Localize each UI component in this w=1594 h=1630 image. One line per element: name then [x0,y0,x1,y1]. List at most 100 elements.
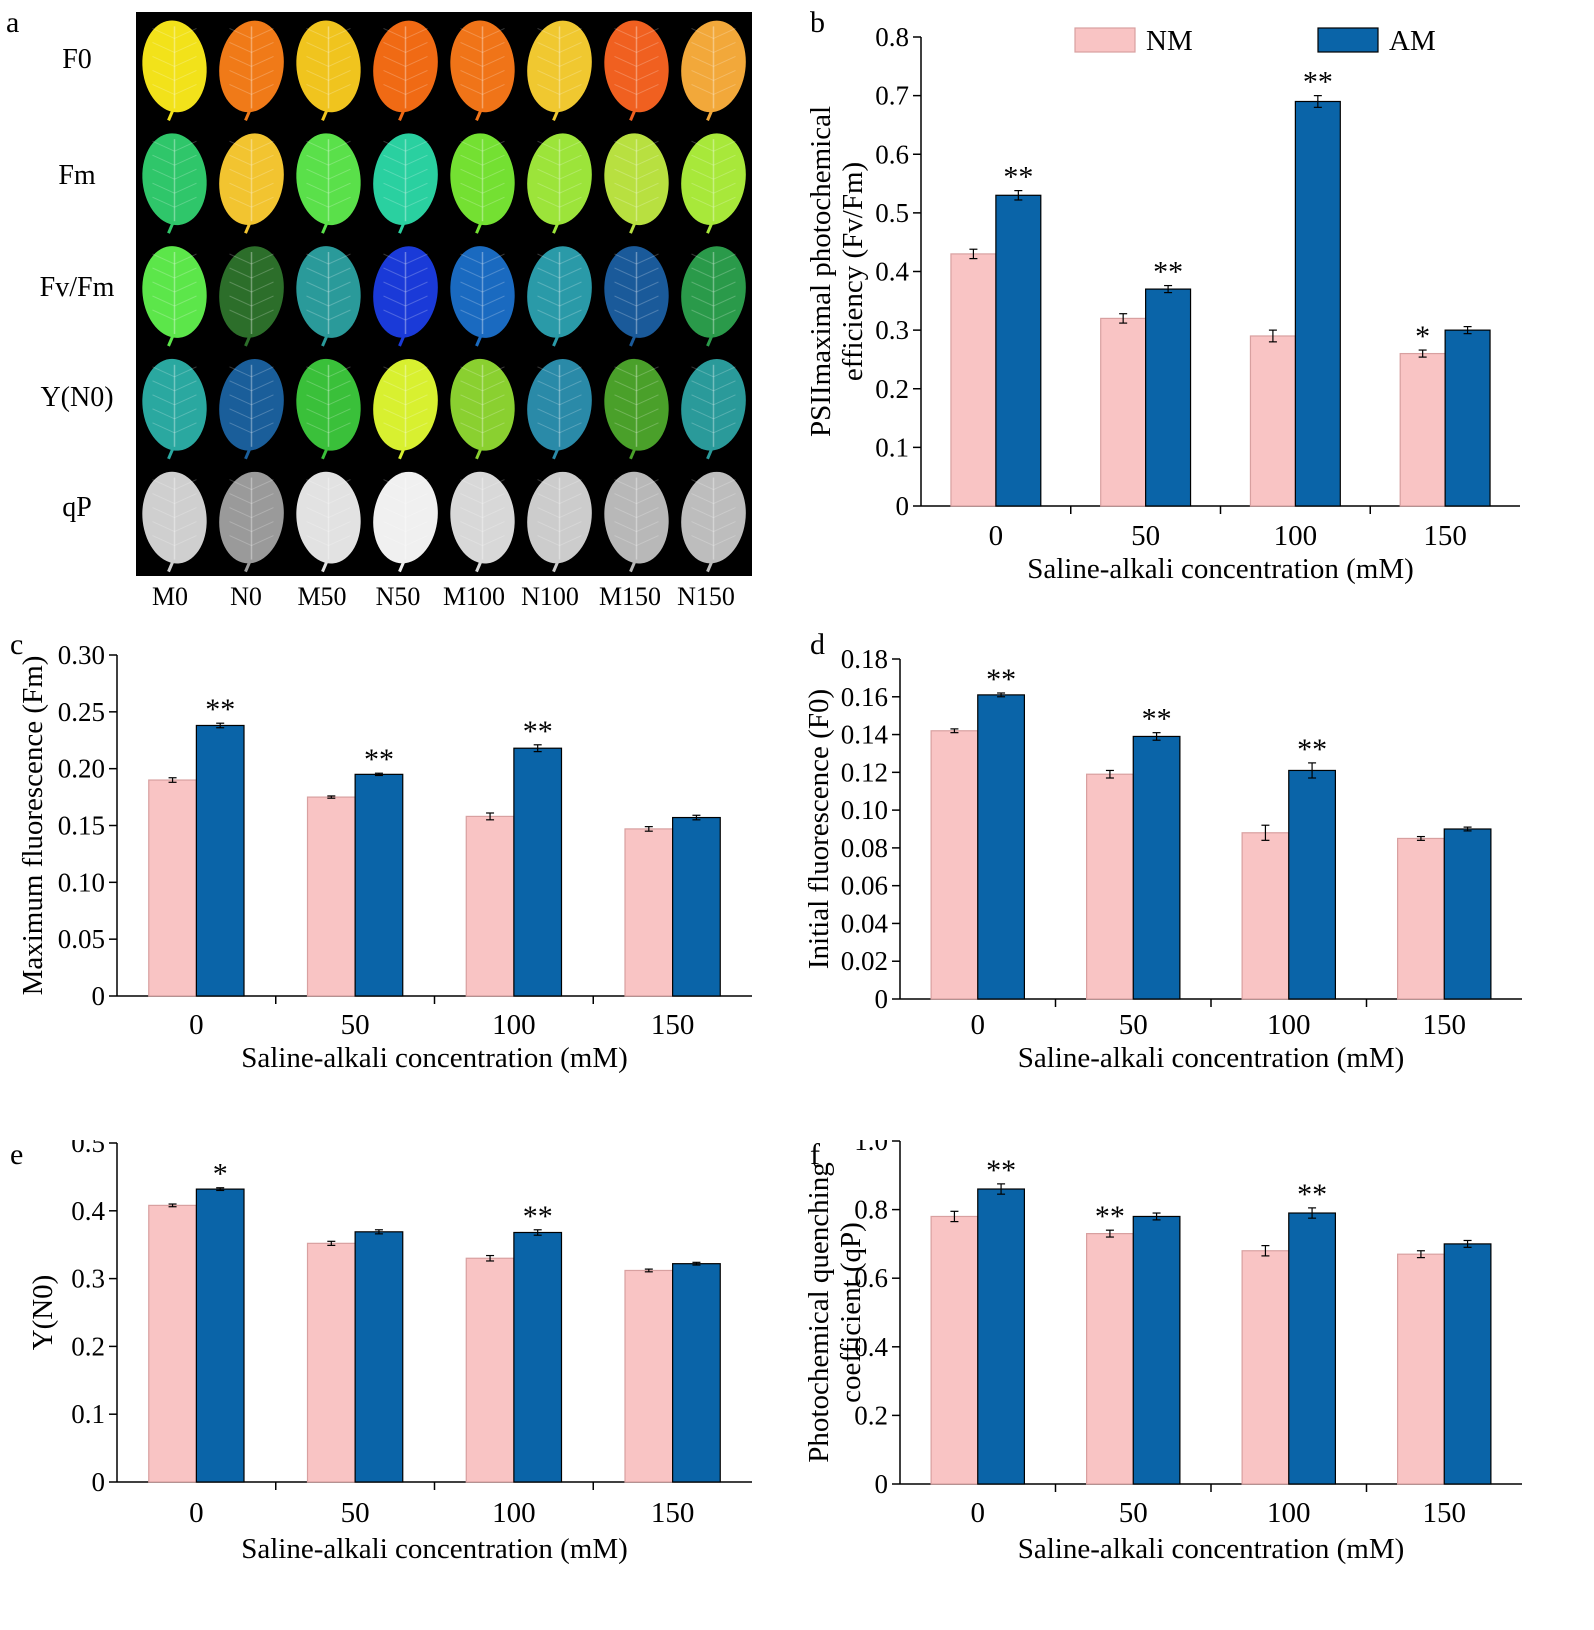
y-axis-label: efficiency (Fv/Fm) [837,162,869,381]
leaf-image [604,246,669,347]
bar-am [672,816,721,997]
error-bar [374,772,383,777]
leaf-column-label: N150 [677,582,735,611]
y-axis-label: Photochemical quenching [803,1162,835,1462]
bar-nm [1396,837,1445,1000]
significance-mark: ** [986,663,1016,696]
leaf-image [142,358,207,460]
bar-nm [465,815,515,997]
y-tick-label: 0.04 [841,908,889,938]
x-tick-label: 100 [492,1009,536,1041]
significance-mark: ** [1297,733,1327,766]
leaf-image [142,20,207,121]
bar-am [1294,100,1341,507]
error-bar [374,1229,383,1235]
x-tick-label: 50 [1119,1497,1148,1529]
significance-mark: * [213,1158,228,1191]
leaf-image [604,133,669,234]
bar-am [1132,1215,1181,1485]
bar-am [1443,1243,1492,1485]
error-bar [1105,769,1114,779]
significance-mark: ** [1153,256,1183,289]
x-tick-label: 50 [1131,520,1160,552]
error-bar [216,722,225,729]
leaf-image [142,246,207,347]
leaf-row-label: Y(N0) [40,382,114,413]
legend-label-am: AM [1389,25,1436,57]
bar-nm [1086,773,1134,1000]
error-bar [997,692,1006,698]
bar-am [195,724,245,997]
y-tick-label: 0 [896,491,910,521]
y-tick-label: 0.10 [58,867,105,897]
bar-am [977,694,1026,1000]
bar-am [1132,735,1181,1000]
significance-mark: ** [364,743,394,776]
leaf-column-label: N50 [375,582,421,611]
error-bar [950,1210,959,1223]
bar-nm [148,1204,197,1483]
leaf-column-label: N0 [230,582,262,611]
leaf-image [527,20,592,121]
y-axis-label: Y(N0) [27,1275,59,1351]
leaf-images [142,20,746,573]
x-tick-label: 0 [971,1009,986,1041]
bar-nm [306,796,356,997]
error-bar [1416,835,1425,841]
leaf-image [604,20,669,121]
y-tick-label: 0.7 [875,81,909,111]
y-tick-label: 0.18 [841,644,888,674]
x-tick-label: 50 [341,1009,370,1041]
y-tick-label: 0 [92,981,106,1011]
leaf-image [681,133,746,234]
leaf-image [296,20,361,121]
bar-am [1444,329,1491,507]
significance-mark: ** [205,693,235,726]
error-bar [692,1261,701,1266]
leaf-image [681,246,746,347]
error-bar [533,1229,542,1236]
error-bar [533,744,542,753]
bar-am [1443,828,1492,1000]
y-axis-label: Initial fluorescence (F0) [803,689,835,969]
leaf-image [681,20,746,121]
chart-qp: 0 0.2 0.4 0.6 0.8 1.0 ** 0 ** 50 ** 100 150 Saline-al… [803,1140,1522,1565]
leaf-image [450,471,515,573]
y-tick-label: 0.2 [875,374,909,404]
y-tick-label: 0.30 [58,640,105,670]
error-bar [950,728,959,734]
leaf-image [219,471,284,573]
error-bar [1418,349,1427,358]
bar-am [195,1188,245,1483]
error-bar [1152,1212,1161,1221]
bar-am [354,773,404,997]
leaf-column-label: M100 [442,582,506,611]
leaf-image [373,246,438,347]
leaf-image [296,471,361,573]
x-axis-label: Saline-alkali concentration (mM) [1018,1533,1405,1565]
bar-am [513,747,563,997]
y-tick-label: 0.6 [854,1263,888,1293]
error-bar [1308,762,1317,779]
y-tick-label: 0.20 [58,754,105,784]
y-tick-label: 0.05 [58,924,105,954]
bar-nm [306,1242,356,1483]
leaf-image [219,359,284,460]
bar-nm [1249,335,1296,507]
leaf-image [373,20,438,121]
panel-letter-c: c [10,628,24,661]
y-tick-label: 0.08 [841,833,888,863]
y-axis-label: Maximum fluorescence (Fm) [17,656,49,996]
leaf-column-label: M150 [598,582,662,611]
chart-yn0: 0 0.1 0.2 0.3 0.4 0.5 * 0 50 ** 100 150 Saline-alkal… [27,1140,752,1565]
error-bar [644,1268,653,1273]
significance-mark: ** [523,1200,553,1233]
leaf-image [450,358,515,460]
leaf-row-label: Fm [58,160,96,191]
leaf-image [450,133,515,234]
bar-nm [1086,1233,1134,1485]
x-tick-label: 0 [189,1009,204,1041]
x-tick-label: 50 [341,1497,370,1529]
y-tick-label: 0 [875,984,889,1014]
leaf-image [296,358,361,460]
